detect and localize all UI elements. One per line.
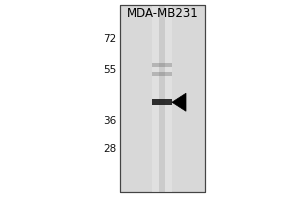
Polygon shape bbox=[172, 93, 186, 111]
Bar bbox=[120, 5, 205, 192]
Text: 55: 55 bbox=[103, 65, 116, 75]
Text: 36: 36 bbox=[103, 116, 116, 126]
Bar bbox=[152, 63, 172, 67]
Bar bbox=[152, 5, 172, 192]
Text: 28: 28 bbox=[103, 144, 116, 154]
Text: 72: 72 bbox=[103, 34, 116, 44]
Bar bbox=[152, 99, 172, 105]
Text: MDA-MB231: MDA-MB231 bbox=[127, 7, 198, 20]
Bar bbox=[159, 5, 165, 192]
Bar bbox=[152, 72, 172, 76]
Bar bbox=[120, 5, 205, 192]
